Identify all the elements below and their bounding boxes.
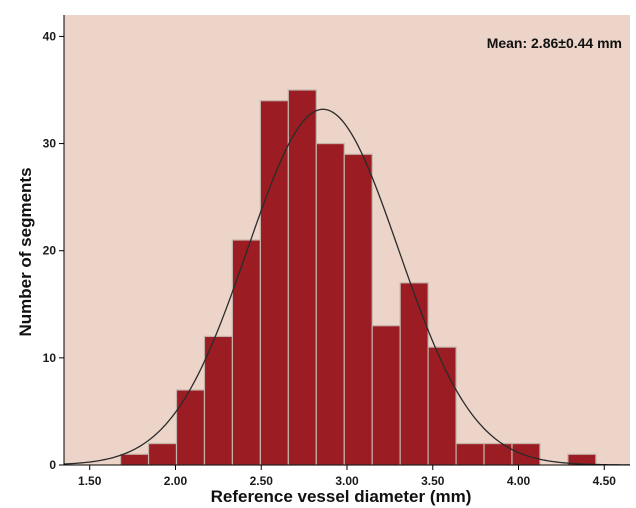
normal-curve xyxy=(63,108,631,466)
x-axis-title: Reference vessel diameter (mm) xyxy=(211,487,472,506)
y-tick-label: 20 xyxy=(43,244,57,258)
histogram-bar xyxy=(287,89,317,466)
x-tick-label: 1.50 xyxy=(78,474,102,488)
histogram-bar xyxy=(203,335,234,466)
histogram-bar xyxy=(231,239,261,466)
histogram-bar xyxy=(455,442,485,466)
x-tick-label: 4.00 xyxy=(507,474,531,488)
x-ticks-group: 1.50 2.00 2.50 3.00 3.50 4.00 4.50 xyxy=(78,465,616,488)
x-tick-label: 3.00 xyxy=(335,474,359,488)
histogram-bar xyxy=(511,442,541,466)
histogram-bar xyxy=(371,325,401,466)
histogram-bar xyxy=(147,442,178,466)
x-tick-label: 3.50 xyxy=(421,474,445,488)
histogram-bar xyxy=(315,142,345,466)
histogram-bar xyxy=(427,346,457,466)
y-tick-label: 10 xyxy=(43,351,57,365)
histogram-bar xyxy=(259,100,289,466)
histogram-bar xyxy=(175,389,206,466)
y-tick-label: 30 xyxy=(43,137,57,151)
y-ticks-group: 0 10 20 30 40 xyxy=(43,29,64,472)
x-tick-label: 4.50 xyxy=(593,474,617,488)
x-tick-label: 2.50 xyxy=(250,474,274,488)
y-axis-title: Number of segments xyxy=(16,167,35,336)
bars-group xyxy=(119,89,597,466)
y-tick-label: 40 xyxy=(43,29,57,43)
histogram-bar xyxy=(399,282,429,466)
y-tick-label: 0 xyxy=(49,458,56,472)
x-tick-label: 2.00 xyxy=(164,474,188,488)
mean-annotation: Mean: 2.86±0.44 mm xyxy=(487,35,622,51)
histogram-bar xyxy=(343,153,373,466)
histogram-bar xyxy=(119,453,150,466)
